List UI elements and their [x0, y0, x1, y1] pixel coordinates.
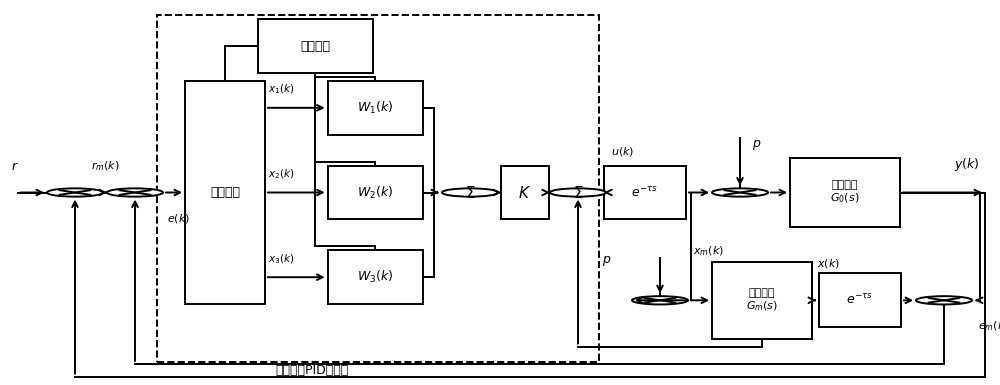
Text: 单神经元PID控制器: 单神经元PID控制器: [275, 364, 348, 377]
Text: 学习规则: 学习规则: [300, 40, 330, 53]
Text: $x_2(k)$: $x_2(k)$: [268, 167, 294, 181]
Text: $W_2(k)$: $W_2(k)$: [357, 184, 393, 201]
Ellipse shape: [916, 296, 972, 305]
Text: $e^{-\tau s}$: $e^{-\tau s}$: [631, 186, 659, 199]
Text: $u(k)$: $u(k)$: [611, 145, 634, 158]
Text: $r_m(k)$: $r_m(k)$: [91, 159, 119, 173]
Text: $e^{-\tau s}$: $e^{-\tau s}$: [846, 293, 874, 307]
Text: $x_m(k)$: $x_m(k)$: [693, 244, 724, 258]
Text: $x(k)$: $x(k)$: [817, 256, 840, 270]
Ellipse shape: [442, 188, 498, 197]
Bar: [790, 158, 900, 227]
Ellipse shape: [47, 188, 103, 197]
Text: 状态转换: 状态转换: [210, 186, 240, 199]
Text: $e_m(k)$: $e_m(k)$: [978, 320, 1000, 333]
Text: $x_3(k)$: $x_3(k)$: [268, 252, 294, 266]
Bar: [185, 81, 265, 304]
Bar: [258, 19, 372, 73]
Ellipse shape: [712, 188, 768, 197]
Text: $\Sigma$: $\Sigma$: [573, 184, 583, 201]
Text: $r$: $r$: [11, 160, 19, 173]
Bar: [328, 250, 422, 304]
Bar: [328, 166, 422, 219]
Text: $W_1(k)$: $W_1(k)$: [357, 100, 393, 116]
Bar: [604, 166, 686, 219]
Bar: [328, 81, 422, 135]
Ellipse shape: [550, 188, 606, 197]
Bar: [712, 262, 812, 339]
Text: $p$: $p$: [602, 254, 612, 268]
Text: $e(k)$: $e(k)$: [167, 212, 190, 225]
Bar: [501, 166, 549, 219]
Ellipse shape: [107, 188, 163, 197]
Text: $W_3(k)$: $W_3(k)$: [357, 269, 393, 285]
Bar: [157, 15, 599, 362]
Text: $x_1(k)$: $x_1(k)$: [268, 83, 294, 96]
Ellipse shape: [632, 296, 688, 305]
Text: 预估模型
$G_m(s)$: 预估模型 $G_m(s)$: [746, 288, 778, 313]
Text: $y(k)$: $y(k)$: [954, 156, 980, 173]
Text: $p$: $p$: [752, 138, 761, 152]
Text: $\Sigma$: $\Sigma$: [465, 184, 475, 201]
Text: $K$: $K$: [518, 184, 532, 201]
Bar: [819, 273, 901, 327]
Text: 转子模型
$G_0(s)$: 转子模型 $G_0(s)$: [830, 180, 860, 205]
